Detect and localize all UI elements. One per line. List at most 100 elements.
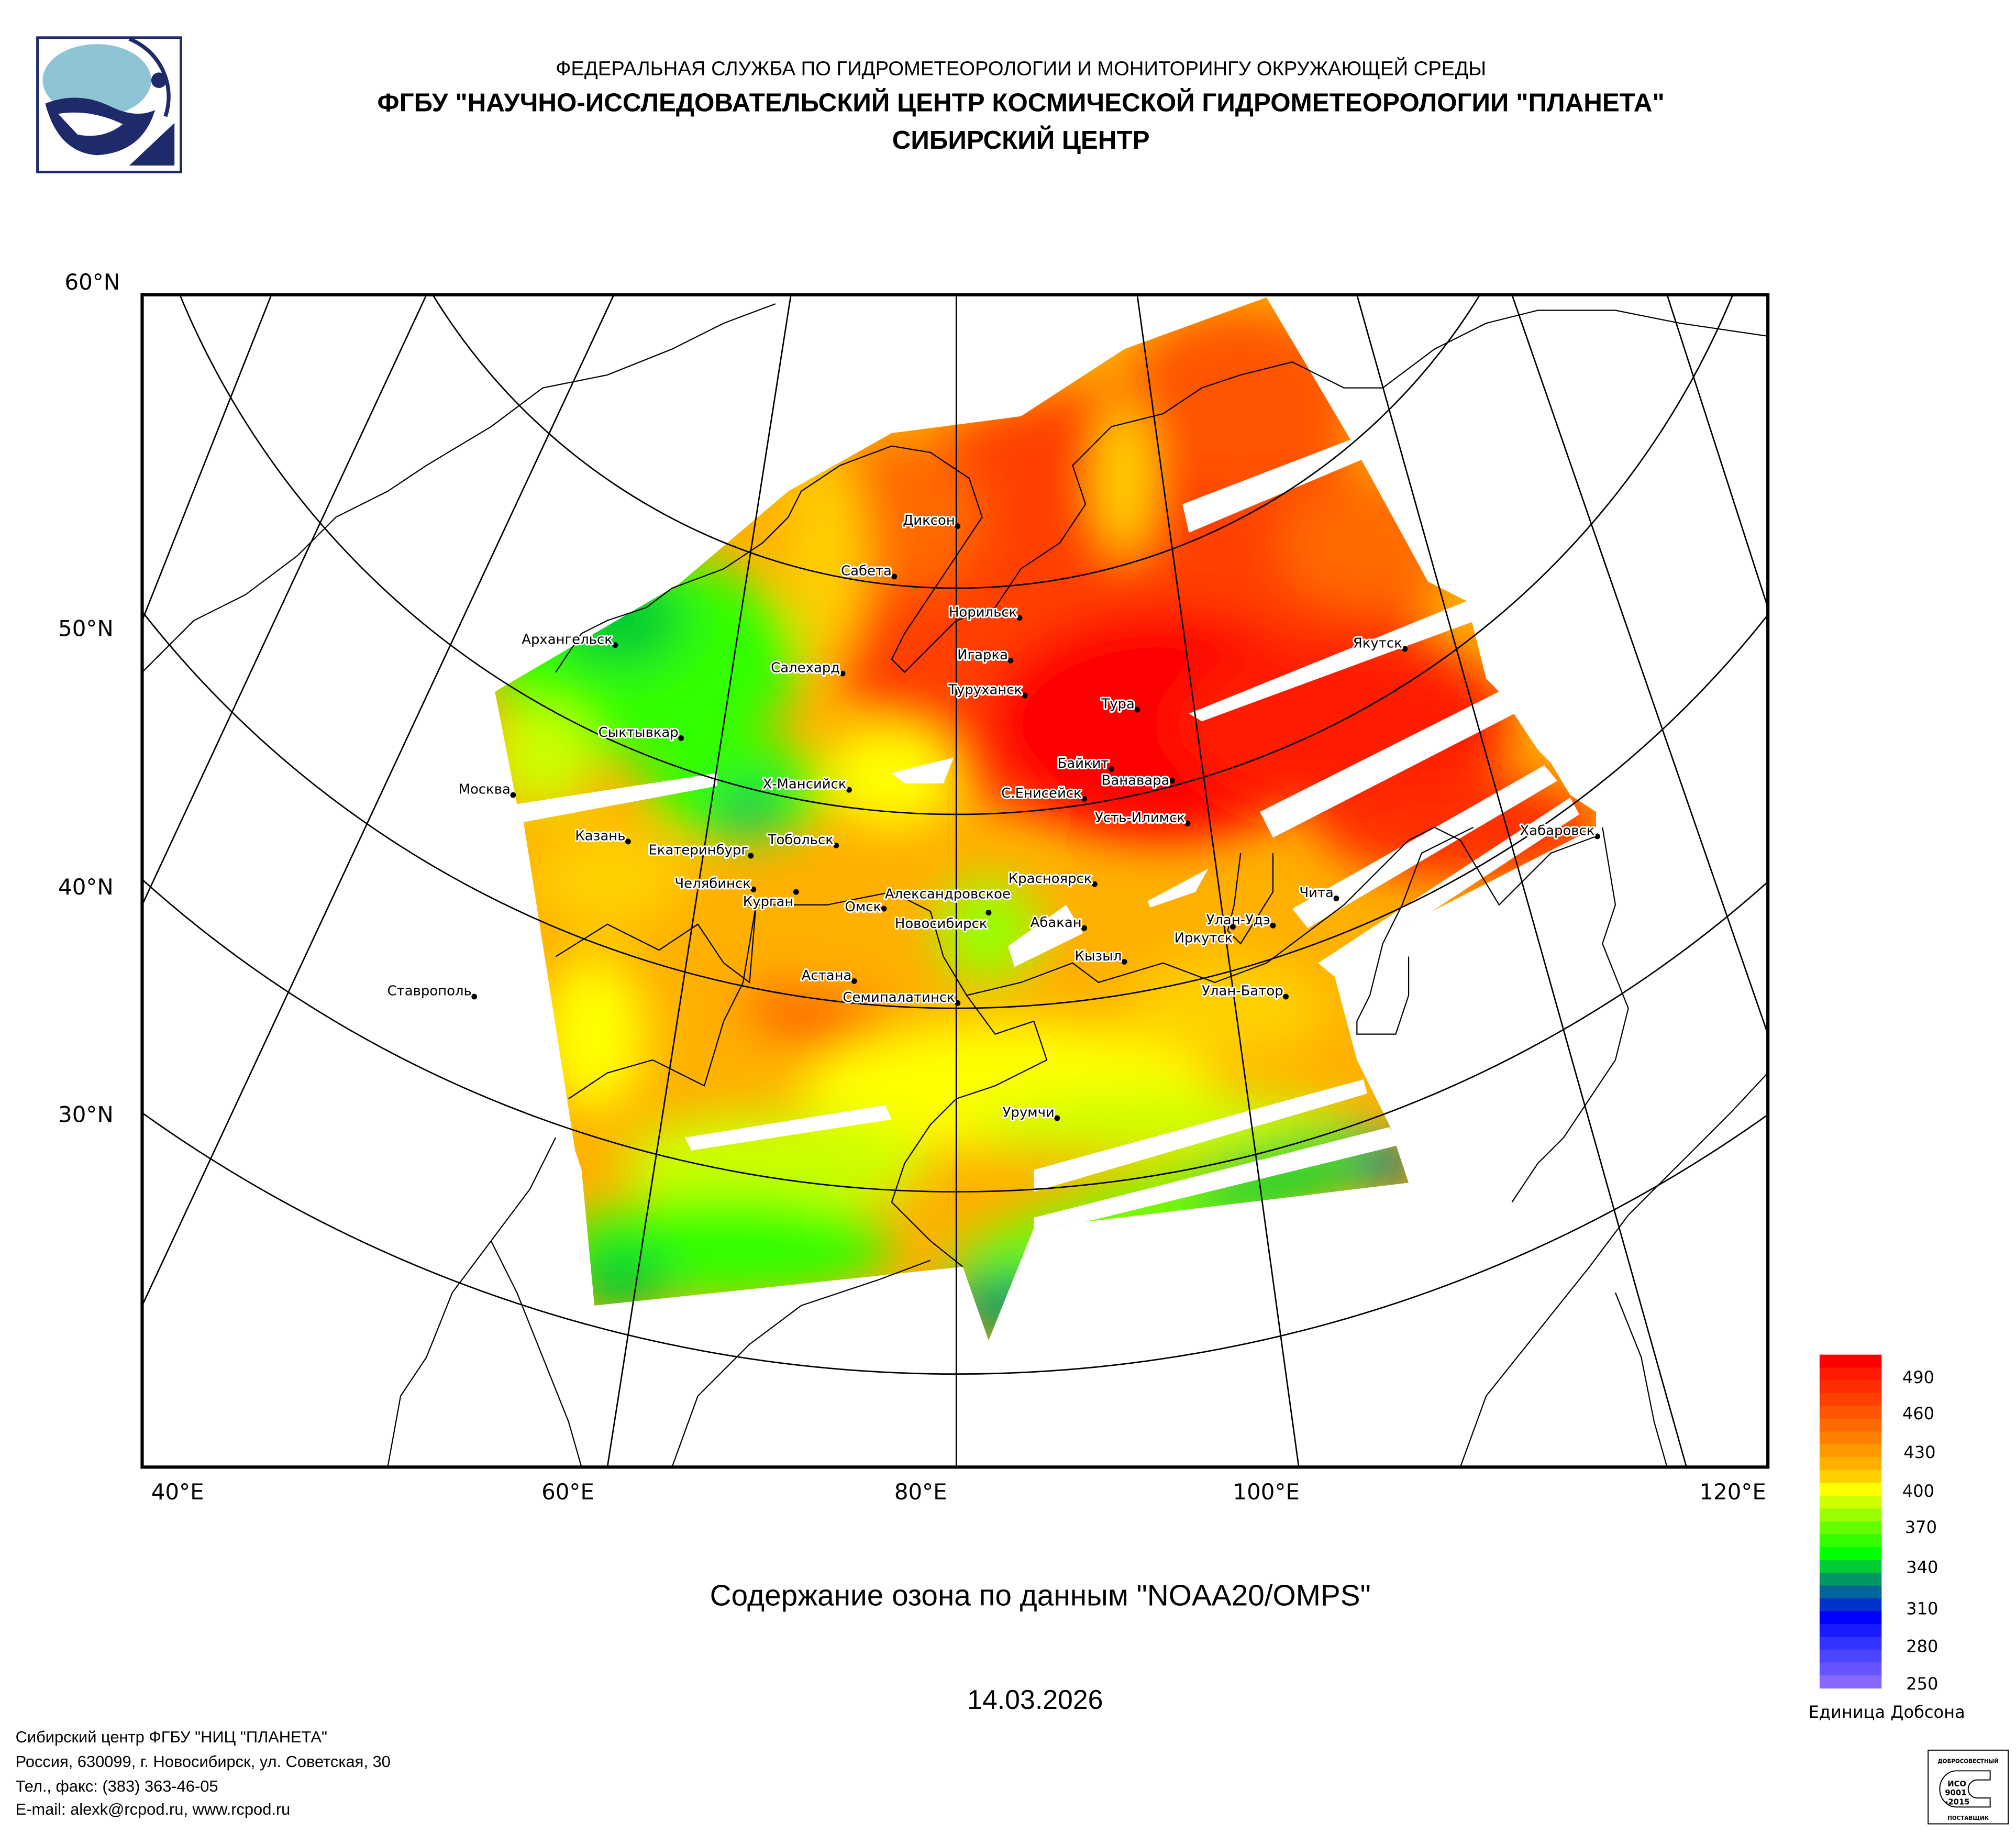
- header-institute: ФГБУ "НАУЧНО-ИССЛЕДОВАТЕЛЬСКИЙ ЦЕНТР КОС…: [378, 87, 1665, 117]
- svg-text:Улан-Батор: Улан-Батор: [1202, 984, 1283, 999]
- lat-label-50: 50°N: [58, 615, 114, 641]
- legend-band: [1819, 1406, 1882, 1419]
- city-tura: Тура: [1099, 695, 1140, 714]
- swath-gaps: [517, 439, 1579, 1235]
- legend-band: [1819, 1637, 1882, 1650]
- svg-text:Диксон: Диксон: [903, 513, 955, 528]
- lat-label-60: 60°N: [64, 269, 120, 295]
- legend-tick: 250: [1906, 1674, 1938, 1694]
- svg-text:Семипалатинск: Семипалатинск: [843, 990, 955, 1006]
- city-yakutsk: Якутск: [1352, 634, 1408, 653]
- city-irkutsk: Иркутск: [1173, 924, 1236, 947]
- city-s-eniseysk: С.Енисейск: [1000, 784, 1088, 803]
- legend-band: [1819, 1649, 1882, 1663]
- svg-text:Норильск: Норильск: [949, 604, 1017, 620]
- city-tobolsk: Тобольск: [766, 831, 839, 849]
- svg-text:Новосибирск: Новосибирск: [895, 916, 988, 932]
- chart-title: Содержание озона по данным "NOAA20/OMPS": [710, 1579, 1371, 1612]
- lat-label-30: 30°N: [58, 1101, 114, 1127]
- svg-text:Тура: Тура: [1101, 697, 1134, 712]
- iso-stamp: ДОБРОСОВЕСТНЫЙ ИСО 9001 -2015 ПОСТАВЩИК: [1928, 1749, 2009, 1825]
- svg-text:Омск: Омск: [845, 899, 881, 915]
- legend-band: [1819, 1470, 1882, 1484]
- legend-band: [1819, 1431, 1882, 1445]
- legend-tick: 430: [1903, 1442, 1935, 1462]
- svg-text:Ванавара: Ванавара: [1102, 772, 1170, 788]
- legend-band: [1819, 1393, 1882, 1407]
- city-ulan-ude: Улан-Удэ: [1205, 911, 1276, 930]
- svg-text:Салехард: Салехард: [771, 660, 840, 676]
- svg-text:Якутск: Якутск: [1353, 636, 1402, 652]
- legend-band: [1819, 1598, 1882, 1612]
- legend-band: [1819, 1419, 1882, 1432]
- legend-tick: 310: [1906, 1599, 1938, 1619]
- city-salekhard: Салехард: [769, 659, 846, 678]
- city-syktyvkar: Сыктывкар: [597, 723, 684, 742]
- legend-band: [1819, 1585, 1882, 1599]
- svg-text:Екатеринбург: Екатеринбург: [648, 843, 748, 858]
- city-kurgan: Курган: [741, 889, 799, 911]
- legend-band: [1819, 1380, 1882, 1394]
- lon-label-40: 40°E: [151, 1479, 204, 1505]
- city-igarka: Игарка: [956, 646, 1014, 665]
- header-center: СИБИРСКИЙ ЦЕНТР: [892, 125, 1150, 154]
- city-markers: Диксон Сабета Норильск Архангельск Якутс…: [386, 511, 1600, 1122]
- svg-text:Сабета: Сабета: [841, 563, 892, 579]
- footer-org: Сибирский центр ФГБУ "НИЦ "ПЛАНЕТА": [16, 1728, 327, 1746]
- svg-text:Сыктывкар: Сыктывкар: [599, 725, 679, 741]
- svg-text:Усть-Илимск: Усть-Илимск: [1095, 810, 1185, 826]
- footer-address: Россия, 630099, г. Новосибирск, ул. Сове…: [16, 1752, 391, 1771]
- city-ekaterinburg: Екатеринбург: [647, 841, 754, 859]
- legend-tick: 460: [1902, 1404, 1934, 1423]
- legend-tick: 280: [1906, 1636, 1938, 1656]
- svg-text:Челябинск: Челябинск: [674, 876, 750, 892]
- city-vanavara: Ванавара: [1100, 771, 1175, 790]
- svg-text:Кызыл: Кызыл: [1075, 948, 1122, 964]
- legend-band: [1819, 1534, 1882, 1548]
- city-sabeta: Сабета: [839, 562, 898, 580]
- svg-text:С.Енисейск: С.Енисейск: [1001, 786, 1081, 801]
- city-krasnoyarsk: Красноярск: [1007, 869, 1098, 888]
- city-abakan: Абакан: [1029, 913, 1088, 932]
- city-khabarovsk: Хабаровск: [1519, 822, 1600, 840]
- legend-band: [1819, 1675, 1882, 1689]
- legend-tick: 400: [1902, 1481, 1934, 1501]
- legend-band: [1819, 1483, 1882, 1496]
- svg-text:Тобольск: Тобольск: [768, 832, 834, 848]
- legend-band: [1819, 1662, 1882, 1676]
- footer-contacts: Сибирский центр ФГБУ "НИЦ "ПЛАНЕТА" Росс…: [16, 1728, 391, 1818]
- svg-text:Урумчи: Урумчи: [1003, 1105, 1055, 1121]
- graticule: [142, 294, 1768, 1467]
- legend-bands: [1819, 1354, 1882, 1689]
- legend-band: [1819, 1572, 1882, 1586]
- city-kyzyl: Кызыл: [1073, 947, 1127, 966]
- map-area: Диксон Сабета Норильск Архангельск Якутс…: [58, 269, 1770, 1505]
- legend-band: [1819, 1547, 1882, 1561]
- legend-band: [1819, 1624, 1882, 1638]
- city-omsk: Омск: [843, 898, 887, 916]
- city-kazan: Казань: [573, 826, 631, 845]
- city-moscow: Москва: [457, 780, 516, 799]
- stamp-iso: ИСО: [1947, 1780, 1966, 1788]
- legend-band: [1819, 1457, 1882, 1471]
- svg-text:Архангельск: Архангельск: [522, 632, 613, 647]
- svg-text:Байкит: Байкит: [1057, 756, 1109, 771]
- svg-text:Казань: Казань: [575, 828, 625, 844]
- footer-phone: Тел., факс: (383) 363-46-05: [16, 1777, 218, 1795]
- lon-label-60: 60°E: [541, 1479, 594, 1505]
- svg-text:Астана: Астана: [802, 968, 852, 984]
- city-turukhansk: Туруханск: [946, 681, 1028, 699]
- legend-band: [1819, 1611, 1882, 1625]
- city-aleksandrovskoe: Александровское: [883, 885, 1012, 916]
- lon-label-100: 100°E: [1233, 1479, 1300, 1505]
- city-stavropol: Ставрополь: [386, 982, 478, 1001]
- city-norilsk: Норильск: [947, 603, 1023, 622]
- city-arkhangelsk: Архангельск: [520, 630, 618, 649]
- legend-band: [1819, 1521, 1882, 1535]
- stamp-bottom: ПОСТАВЩИК: [1947, 1815, 1989, 1821]
- city-chelyabinsk: Челябинск: [673, 875, 757, 893]
- svg-text:Хабаровск: Хабаровск: [1520, 823, 1595, 839]
- legend-tick: 340: [1906, 1558, 1938, 1577]
- map-frame: [140, 293, 1770, 1469]
- city-dikson: Диксон: [901, 511, 961, 530]
